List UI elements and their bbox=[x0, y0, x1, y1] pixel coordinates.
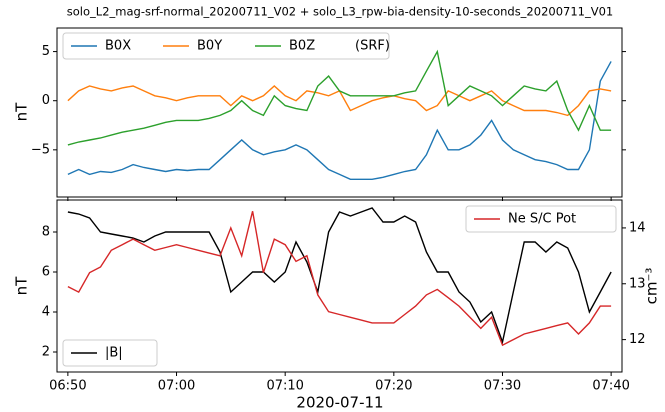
legend-box bbox=[465, 205, 617, 233]
y-tick-label: 0 bbox=[42, 93, 50, 108]
x-tick-label: 07:10 bbox=[266, 379, 303, 394]
chart-title: solo_L2_mag-srf-normal_20200711_V02 + so… bbox=[67, 5, 613, 19]
y-tick-label: 6 bbox=[42, 265, 50, 280]
legend-label: Ne S/C Pot bbox=[508, 212, 576, 227]
y-tick-label: 8 bbox=[42, 225, 50, 240]
legend-label: B0Y bbox=[197, 39, 222, 54]
legend-box bbox=[62, 32, 390, 60]
plot-frame bbox=[56, 199, 623, 373]
legend-box bbox=[62, 339, 158, 367]
y-axis-label: nT bbox=[13, 276, 31, 296]
series-line bbox=[67, 211, 612, 347]
y2-tick-label: 13 bbox=[629, 276, 646, 291]
y-tick-label: 4 bbox=[42, 305, 50, 320]
y2-tick-label: 14 bbox=[629, 220, 646, 235]
y-tick-label: 5 bbox=[42, 44, 50, 59]
x-tick-label: 07:30 bbox=[484, 379, 521, 394]
series-line bbox=[67, 49, 612, 146]
series-line bbox=[67, 61, 612, 180]
y-tick-label: 2 bbox=[42, 345, 50, 360]
legend-note: (SRF) bbox=[355, 39, 390, 54]
x-axis-label: 2020-07-11 bbox=[296, 394, 383, 412]
x-tick-label: 07:00 bbox=[158, 379, 195, 394]
y-axis-label: nT bbox=[13, 102, 31, 122]
y2-tick-label: 12 bbox=[629, 332, 646, 347]
plot-frame bbox=[56, 27, 623, 198]
y2-axis-label: cm⁻³ bbox=[643, 268, 661, 305]
legend-label: B0X bbox=[105, 39, 131, 54]
x-tick-label: 07:20 bbox=[375, 379, 412, 394]
x-tick-label: 07:40 bbox=[592, 379, 629, 394]
legend-label: |B| bbox=[105, 346, 123, 361]
x-tick-label: 06:50 bbox=[49, 379, 86, 394]
y-tick-label: −5 bbox=[31, 142, 50, 157]
series-line bbox=[67, 207, 612, 345]
legend-label: B0Z bbox=[289, 39, 315, 54]
